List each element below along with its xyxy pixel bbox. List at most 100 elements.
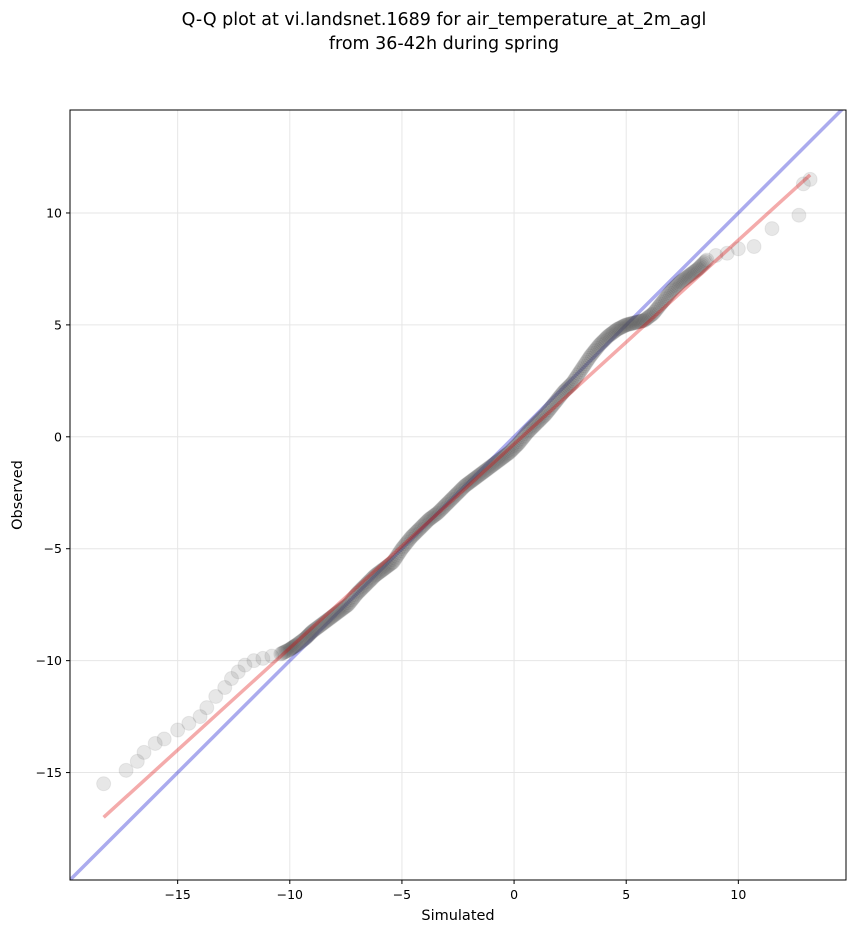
quantile-point: [230, 664, 246, 680]
quantile-point: [527, 417, 543, 433]
quantile-point: [390, 546, 406, 562]
quantile-point: [480, 461, 496, 477]
quantile-point: [520, 424, 536, 440]
quantile-point: [558, 381, 574, 397]
quantile-point: [612, 320, 628, 336]
quantile-point: [393, 543, 409, 559]
quantile-point: [414, 518, 430, 534]
quantile-point: [595, 333, 611, 349]
quantile-point: [402, 531, 418, 547]
quantile-point: [344, 592, 360, 608]
quantile-point: [309, 620, 325, 636]
quantile-point: [445, 490, 461, 506]
quantile-point: [500, 445, 516, 461]
quantile-point: [304, 624, 320, 640]
quantile-point: [299, 628, 315, 644]
quantile-point: [208, 688, 224, 704]
quantile-point: [446, 488, 462, 504]
quantile-point: [698, 253, 714, 269]
quantile-point: [489, 454, 505, 470]
x-tick-label: 0: [510, 887, 518, 902]
quantile-point: [689, 262, 705, 278]
quantile-point: [381, 557, 397, 573]
quantile-point: [544, 398, 560, 414]
quantile-point: [746, 239, 762, 255]
y-tick-label: −15: [36, 765, 62, 780]
quantile-point: [147, 735, 163, 751]
quantile-point: [512, 434, 528, 450]
quantile-point: [407, 526, 423, 542]
quantile-point: [613, 319, 629, 335]
x-tick-label: 5: [622, 887, 630, 902]
quantile-point: [399, 534, 415, 550]
quantile-point: [461, 475, 477, 491]
quantile-point: [628, 314, 644, 330]
quantile-point: [486, 456, 502, 472]
quantile-point: [609, 321, 625, 337]
quantile-point: [576, 358, 592, 374]
quantile-point: [687, 263, 703, 279]
quantile-point: [476, 464, 492, 480]
quantile-point: [472, 467, 488, 483]
quantile-point: [312, 618, 328, 634]
quantile-point: [666, 281, 682, 297]
quantile-point: [217, 680, 233, 695]
quantile-point: [350, 584, 366, 600]
quantile-point: [450, 484, 466, 500]
quantile-point: [352, 583, 368, 599]
quantile-point: [471, 467, 487, 483]
quantile-point: [567, 371, 583, 387]
quantile-point: [412, 521, 428, 537]
quantile-point: [422, 511, 438, 527]
quantile-point: [667, 279, 683, 295]
quantile-point: [303, 625, 319, 640]
quantile-point: [341, 595, 357, 611]
quantile-point: [659, 288, 675, 304]
quantile-point: [281, 642, 297, 658]
quantile-point: [611, 321, 627, 337]
quantile-point: [639, 310, 655, 326]
quantile-point: [641, 309, 657, 325]
quantile-point: [453, 482, 469, 498]
quantile-point: [394, 541, 410, 557]
quantile-point: [284, 640, 300, 656]
quantile-point: [464, 472, 480, 488]
quantile-point: [487, 455, 503, 471]
quantile-point: [617, 318, 633, 334]
quantile-point: [332, 602, 348, 618]
quantile-point: [386, 552, 402, 568]
quantile-point: [625, 315, 641, 331]
quantile-point: [584, 347, 600, 363]
quantile-point: [362, 573, 378, 589]
quantile-point: [223, 671, 239, 687]
quantile-point: [373, 563, 389, 579]
quantile-point: [663, 283, 679, 299]
quantile-point: [297, 630, 313, 646]
quantile-point: [323, 609, 339, 625]
quantile-point: [523, 420, 539, 436]
quantile-point: [318, 613, 334, 629]
quantile-point: [802, 171, 818, 187]
quantile-point: [514, 431, 530, 447]
quantile-point: [404, 528, 420, 544]
quantile-point: [468, 469, 484, 485]
quantile-point: [602, 327, 618, 343]
quantile-point: [354, 580, 370, 596]
quantile-point: [400, 533, 416, 549]
quantile-point: [631, 314, 647, 330]
quantile-point: [648, 302, 664, 318]
x-axis-label: Simulated: [421, 908, 494, 924]
quantile-point: [598, 331, 614, 347]
quantile-point: [694, 257, 710, 273]
quantile-point: [677, 271, 693, 287]
quantile-point: [693, 258, 709, 274]
quantile-point: [274, 645, 290, 661]
quantile-point: [292, 634, 308, 650]
quantile-point: [372, 564, 388, 580]
quantile-point: [634, 313, 650, 329]
quantile-point: [664, 282, 680, 298]
quantile-point: [562, 378, 578, 394]
quantile-point: [288, 638, 304, 654]
quantile-point: [358, 577, 374, 593]
quantile-point: [237, 657, 253, 673]
